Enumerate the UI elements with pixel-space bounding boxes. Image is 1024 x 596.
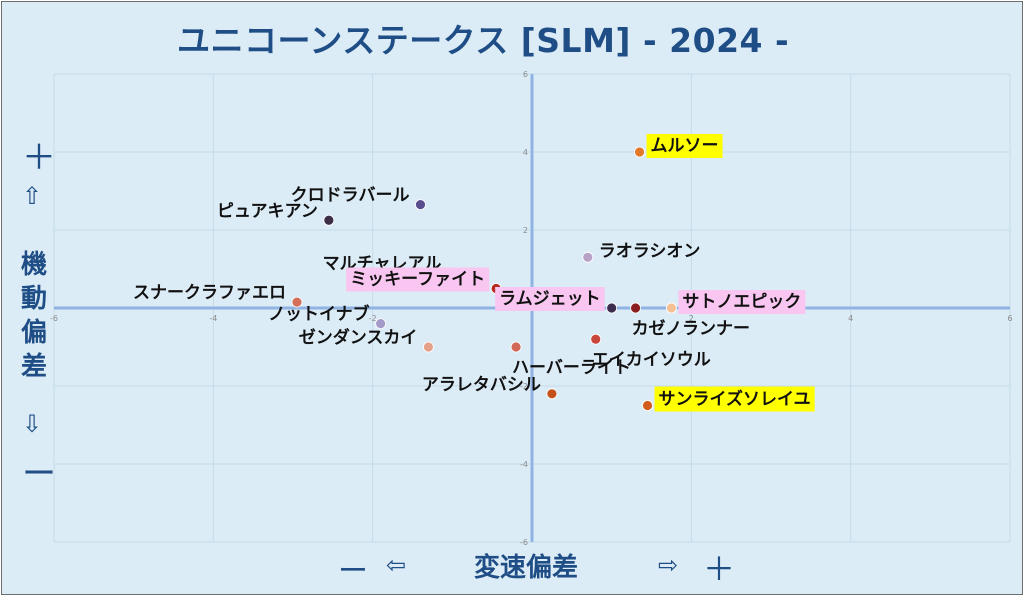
point-label: ハーバーライト [512,358,631,378]
point-label: ノットイナブ [268,304,369,325]
data-point [590,333,602,345]
label-highlight [495,287,605,311]
data-point [630,302,641,314]
label-highlight [678,290,806,314]
point-label: サトノエピック [682,292,801,312]
point-label: ムルソー [651,136,719,156]
point-label: アラレタバシル [422,375,541,395]
y-axis-minus-sign: ー [22,454,56,494]
data-point [291,296,303,308]
data-point [666,302,677,314]
data-point [415,199,426,211]
label-highlight [346,267,490,292]
point-label: サンライズソレイユ [659,389,811,410]
point-label: ピュアキアン [217,201,318,221]
up-arrow-icon: ⇧ [22,182,43,210]
y-tick-label: -4 [520,460,528,469]
y-tick-label: 4 [523,148,528,157]
data-point [546,388,558,400]
point-label: エイカイソウル [592,350,711,370]
point-label: ミッキーファイト [350,270,485,290]
data-point [634,146,645,158]
y-tick-label: -2 [520,382,528,391]
x-tick-label: -2 [369,314,377,323]
y-tick-label: 6 [523,70,528,79]
x-tick-label: 4 [848,314,853,323]
chart-title: ユニコーンステークス [SLM] - 2024 - [177,21,790,60]
right-arrow-icon: ⇨ [658,551,679,579]
point-label: スナークラファエロ [133,283,286,303]
down-arrow-icon: ⇩ [22,410,43,438]
point-label: ラムジェット [499,289,601,309]
point-label: ラオラシオン [599,241,701,261]
x-axis-minus-sign: ー [338,554,368,589]
point-label: カゼノランナー [632,318,751,339]
point-label: ゼンダンスカイ [299,327,418,348]
y-tick-label: 2 [523,226,528,235]
x-axis-plus-sign: ＋ [703,550,736,588]
y-axis-plus-sign: ＋ [22,138,56,178]
label-highlight [646,134,723,158]
data-point [323,214,335,226]
x-tick-label: -6 [50,314,58,323]
label-highlight [654,386,815,412]
x-tick-label: 2 [689,314,694,323]
data-point [582,251,594,263]
x-axis-label: 変速偏差 [474,553,579,583]
data-point [375,318,387,330]
point-label: クロドラバール [291,186,410,206]
y-tick-label: -6 [520,538,528,547]
left-arrow-icon: ⇦ [386,551,407,579]
y-axis-label: 機動偏差 [20,250,47,382]
data-point [510,341,522,353]
data-point [423,341,434,353]
x-tick-label: -4 [209,314,217,323]
data-point [606,302,618,314]
data-point [642,400,653,411]
x-tick-label: 6 [1007,314,1012,323]
